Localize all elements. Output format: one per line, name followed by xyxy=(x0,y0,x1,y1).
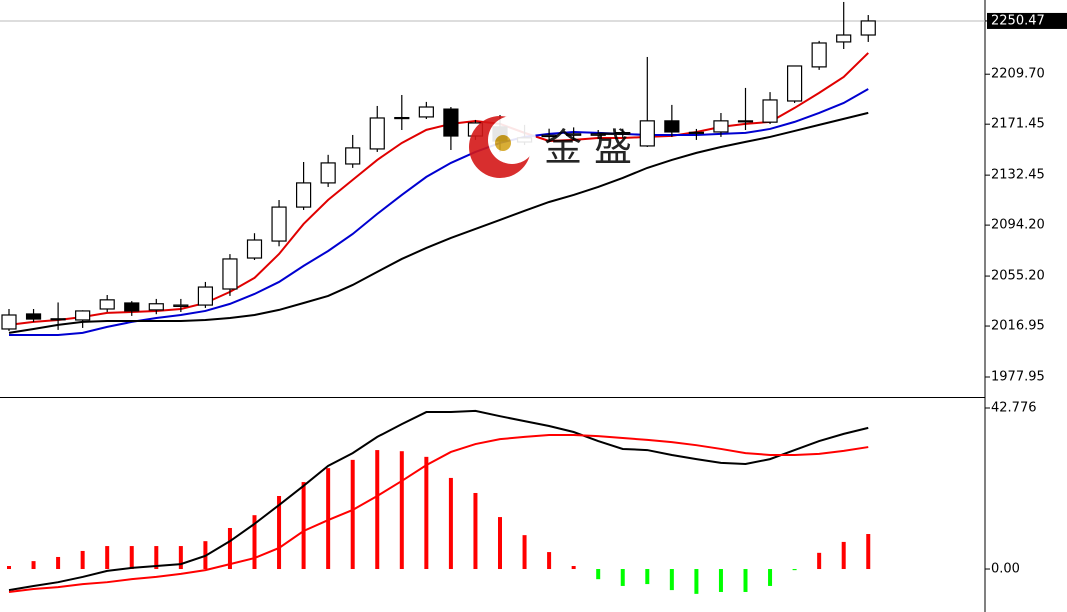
y-tick-label: 2171.45 xyxy=(991,117,1045,132)
candle-body xyxy=(688,131,705,134)
histogram-bar xyxy=(448,477,453,570)
y-tick-label: 2094.20 xyxy=(991,218,1045,233)
histogram-bar xyxy=(473,492,478,570)
candle-body xyxy=(566,133,582,136)
histogram-bar xyxy=(178,546,183,570)
candle-body xyxy=(443,108,459,137)
histogram-bar xyxy=(350,459,355,570)
candle-body xyxy=(345,147,361,165)
histogram-bar xyxy=(522,535,527,570)
candle-body xyxy=(713,120,729,133)
candle-body xyxy=(173,304,189,307)
y-tick-label: 0.00 xyxy=(991,562,1020,577)
histogram-bar xyxy=(645,569,650,585)
candle-body xyxy=(811,42,827,68)
candle-body xyxy=(25,313,42,320)
logo-cut xyxy=(488,116,536,164)
candle-body xyxy=(860,20,876,36)
histogram-bar xyxy=(129,546,134,570)
histogram-bar xyxy=(80,550,85,570)
candle-body xyxy=(394,116,410,120)
y-tick-label: 42.776 xyxy=(991,401,1037,416)
y-tick-label: 2016.95 xyxy=(991,319,1045,334)
histogram-bar xyxy=(792,569,797,571)
y-tick-label: 2055.20 xyxy=(991,269,1045,284)
histogram-bar xyxy=(375,450,380,570)
current-price-box xyxy=(987,12,1067,29)
logo-ball xyxy=(495,135,511,151)
watermark-text: 金 盛 xyxy=(544,126,632,170)
candle-body xyxy=(222,258,238,290)
histogram-bar xyxy=(596,569,601,580)
histogram-bar xyxy=(154,546,159,570)
candle-body xyxy=(1,314,17,330)
histogram-bar xyxy=(547,552,552,570)
candle-body xyxy=(418,106,434,118)
histogram-bar xyxy=(669,569,674,591)
histogram-bar xyxy=(227,527,232,570)
histogram-bar xyxy=(571,566,576,570)
y-tick-label: 2209.70 xyxy=(991,67,1045,82)
y-tick-label: 2132.45 xyxy=(991,168,1045,183)
candle-body xyxy=(296,182,312,208)
candle-body xyxy=(75,310,91,321)
candle-body xyxy=(590,133,606,136)
histogram-bar xyxy=(105,546,110,570)
candle-body xyxy=(639,120,655,147)
candle-body xyxy=(762,99,778,123)
candle-body xyxy=(664,120,680,133)
candle-body xyxy=(246,239,263,259)
candle-body xyxy=(99,299,115,310)
candle-body xyxy=(50,318,66,321)
candle-body xyxy=(836,34,852,43)
candle-body xyxy=(124,302,140,312)
histogram-bar xyxy=(56,556,61,570)
histogram-bar xyxy=(866,534,871,570)
candle-body xyxy=(197,286,213,306)
histogram-bar xyxy=(620,569,625,586)
histogram-bar xyxy=(277,495,282,570)
candle-body xyxy=(320,162,336,184)
histogram-bar xyxy=(326,468,331,570)
histogram-bar xyxy=(743,569,748,592)
histogram-bar xyxy=(694,569,699,594)
histogram-bar xyxy=(301,482,306,570)
histogram-bar xyxy=(718,569,723,592)
moving-average-line xyxy=(9,88,869,336)
macd-line xyxy=(8,434,869,593)
histogram-bar xyxy=(817,552,822,570)
histogram-bar xyxy=(768,569,773,586)
histogram-bar xyxy=(424,456,429,570)
candle-body xyxy=(369,117,385,150)
moving-average-line xyxy=(8,111,869,334)
histogram-bar xyxy=(31,561,36,570)
y-tick-label: 2250.47 xyxy=(991,13,1045,28)
candle-body xyxy=(786,65,803,102)
candle-body xyxy=(148,303,164,311)
histogram-bar xyxy=(399,451,404,570)
histogram-bar xyxy=(841,541,846,570)
watermark-logo xyxy=(469,116,536,178)
histogram-bar xyxy=(252,515,257,570)
candle-body xyxy=(271,206,287,242)
candle-body xyxy=(615,132,631,135)
histogram-bar xyxy=(7,566,11,570)
candle-body xyxy=(737,120,754,123)
candle-body xyxy=(541,134,557,138)
y-tick-label: 1977.95 xyxy=(991,369,1045,384)
histogram-bar xyxy=(498,517,502,570)
macd-line xyxy=(8,409,869,592)
